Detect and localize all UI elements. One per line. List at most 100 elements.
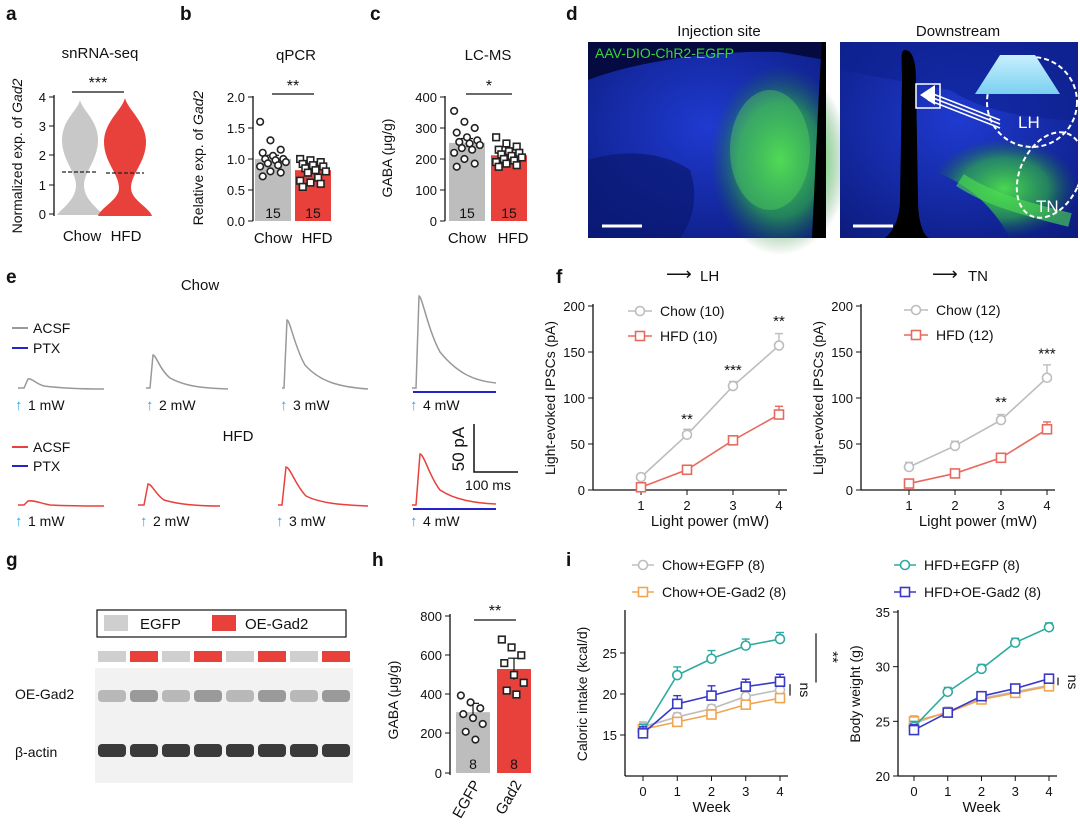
panel-d-left-title: Injection site bbox=[677, 23, 760, 40]
lane-header bbox=[290, 651, 318, 662]
y-tick-label: 100 bbox=[563, 391, 585, 406]
stim-label: 3 mW bbox=[289, 513, 326, 529]
panel-a-xlabel-chow: Chow bbox=[63, 228, 102, 245]
data-point bbox=[450, 148, 459, 157]
panel-letter-b: b bbox=[180, 4, 192, 25]
data-point bbox=[949, 440, 961, 452]
panel-c-yticks: 0 100 200 300 400 bbox=[415, 90, 445, 229]
y-tick-label: 200 bbox=[831, 299, 853, 314]
panel-c-n-chow: 15 bbox=[459, 205, 475, 221]
panel-a-violin-hfd bbox=[98, 98, 152, 216]
band-beta-actin bbox=[130, 744, 158, 757]
y-tick-label: 25 bbox=[876, 714, 890, 729]
data-point bbox=[942, 686, 954, 698]
data-point bbox=[466, 698, 475, 707]
data-point bbox=[276, 168, 285, 177]
tn-outline bbox=[1015, 131, 1080, 219]
panel-b-ytick: 1.5 bbox=[227, 121, 245, 136]
data-point bbox=[460, 117, 469, 126]
data-point bbox=[773, 340, 785, 351]
panel-b-xlabel-hfd: HFD bbox=[302, 230, 333, 247]
panel-b-n-hfd: 15 bbox=[305, 205, 321, 221]
panel-letter-g: g bbox=[6, 550, 18, 571]
lane-header bbox=[194, 651, 222, 662]
panel-a-ytick: 1 bbox=[39, 178, 46, 193]
legend-oe-label: OE-Gad2 bbox=[245, 616, 308, 633]
data-point bbox=[637, 728, 649, 739]
legend-ptx-label: PTX bbox=[33, 340, 61, 356]
panel-f-tn-chart: 0 50 100 150 200 1 2 3 4 Light power (mW) Light-ev… bbox=[810, 299, 1056, 530]
panel-b-yticks: 0.0 0.5 1.0 1.5 2.0 bbox=[227, 90, 253, 229]
legend-label: Chow (10) bbox=[660, 303, 725, 319]
arrow-icon: ⟶ bbox=[932, 264, 958, 284]
x-tick-label: 3 bbox=[742, 784, 749, 799]
legend-label: Chow+OE-Gad2 (8) bbox=[662, 584, 786, 600]
panel-a-ytick: 2 bbox=[39, 148, 46, 163]
x-tick-label: 2 bbox=[951, 498, 958, 513]
x-tick-label: 1 bbox=[637, 498, 644, 513]
x-tick-label: 3 bbox=[729, 498, 736, 513]
data-point bbox=[256, 117, 265, 126]
data-point bbox=[681, 464, 693, 476]
y-tick-label: 25 bbox=[603, 646, 617, 661]
y-tick-label: 150 bbox=[563, 345, 585, 360]
lane-header bbox=[258, 651, 286, 662]
lane-headers bbox=[98, 651, 350, 662]
panel-c-ytick: 300 bbox=[415, 121, 437, 136]
trace-chow-1mw bbox=[18, 378, 105, 390]
y-tick-label: 100 bbox=[831, 391, 853, 406]
blot-row-label-oe: OE-Gad2 bbox=[15, 686, 74, 702]
band-oe-gad2 bbox=[162, 690, 190, 702]
data-point bbox=[774, 692, 786, 704]
scale-bar-x-label: 100 ms bbox=[465, 477, 511, 493]
series-line bbox=[640, 413, 780, 488]
legend-acsf-label: ACSF bbox=[33, 320, 70, 336]
data-point bbox=[321, 167, 330, 176]
panel-c-title: LC-MS bbox=[465, 47, 512, 64]
data-point bbox=[468, 145, 477, 154]
data-point bbox=[274, 161, 283, 170]
stim-label: 2 mW bbox=[153, 513, 190, 529]
western-blot-bands bbox=[98, 690, 350, 757]
panel-c-xlabel-chow: Chow bbox=[448, 230, 487, 247]
blot-row-label-actin: β-actin bbox=[15, 744, 57, 760]
band-oe-gad2 bbox=[130, 690, 158, 702]
panel-a-yticks: 0 1 2 3 4 bbox=[39, 90, 54, 222]
panel-h-bars bbox=[456, 635, 531, 773]
data-point bbox=[256, 162, 265, 171]
panel-h: GABA (μg/g) 0 200 400 600 800 ** 8 8 EGF… bbox=[385, 603, 531, 821]
data-point bbox=[635, 481, 647, 493]
panel-b-xlabel-chow: Chow bbox=[254, 230, 293, 247]
panel-d: Injection site Downstream AAV-DIO-ChR2-E… bbox=[588, 23, 1080, 255]
data-point bbox=[1009, 637, 1021, 648]
panel-b-ytick: 0.5 bbox=[227, 183, 245, 198]
lane-header bbox=[130, 651, 158, 662]
y-axis-label: Light-evoked IPSCs (pA) bbox=[810, 321, 826, 475]
data-point bbox=[509, 670, 519, 679]
downstream-image: LH TN bbox=[840, 42, 1080, 238]
data-point bbox=[519, 678, 528, 687]
data-point bbox=[497, 635, 506, 644]
legend-label: HFD (12) bbox=[936, 327, 994, 343]
region-lh-label: LH bbox=[1018, 113, 1040, 132]
legend-marker bbox=[634, 330, 646, 342]
panel-letter-h: h bbox=[372, 550, 384, 571]
injection-site-image: AAV-DIO-ChR2-EGFP bbox=[588, 42, 850, 255]
data-point bbox=[681, 429, 693, 441]
panel-h-ytick: 200 bbox=[420, 726, 442, 741]
panel-c-ytick: 200 bbox=[415, 152, 437, 167]
data-point bbox=[727, 380, 739, 392]
panel-a-violin-chow bbox=[57, 100, 103, 215]
band-oe-gad2 bbox=[322, 690, 350, 702]
trace-chow-2mw bbox=[146, 354, 229, 390]
panel-h-ytick: 600 bbox=[420, 648, 442, 663]
panel-b-ylabel: Relative exp. of Gad2 bbox=[190, 90, 206, 225]
data-point bbox=[727, 435, 739, 446]
lane-header bbox=[98, 651, 126, 662]
data-point bbox=[468, 713, 478, 723]
data-point bbox=[475, 140, 484, 150]
x-tick-label: 1 bbox=[674, 784, 681, 799]
panel-i: Chow+EGFP (8) Chow+OE-Gad2 (8) HFD+EGFP (… bbox=[574, 557, 1080, 816]
